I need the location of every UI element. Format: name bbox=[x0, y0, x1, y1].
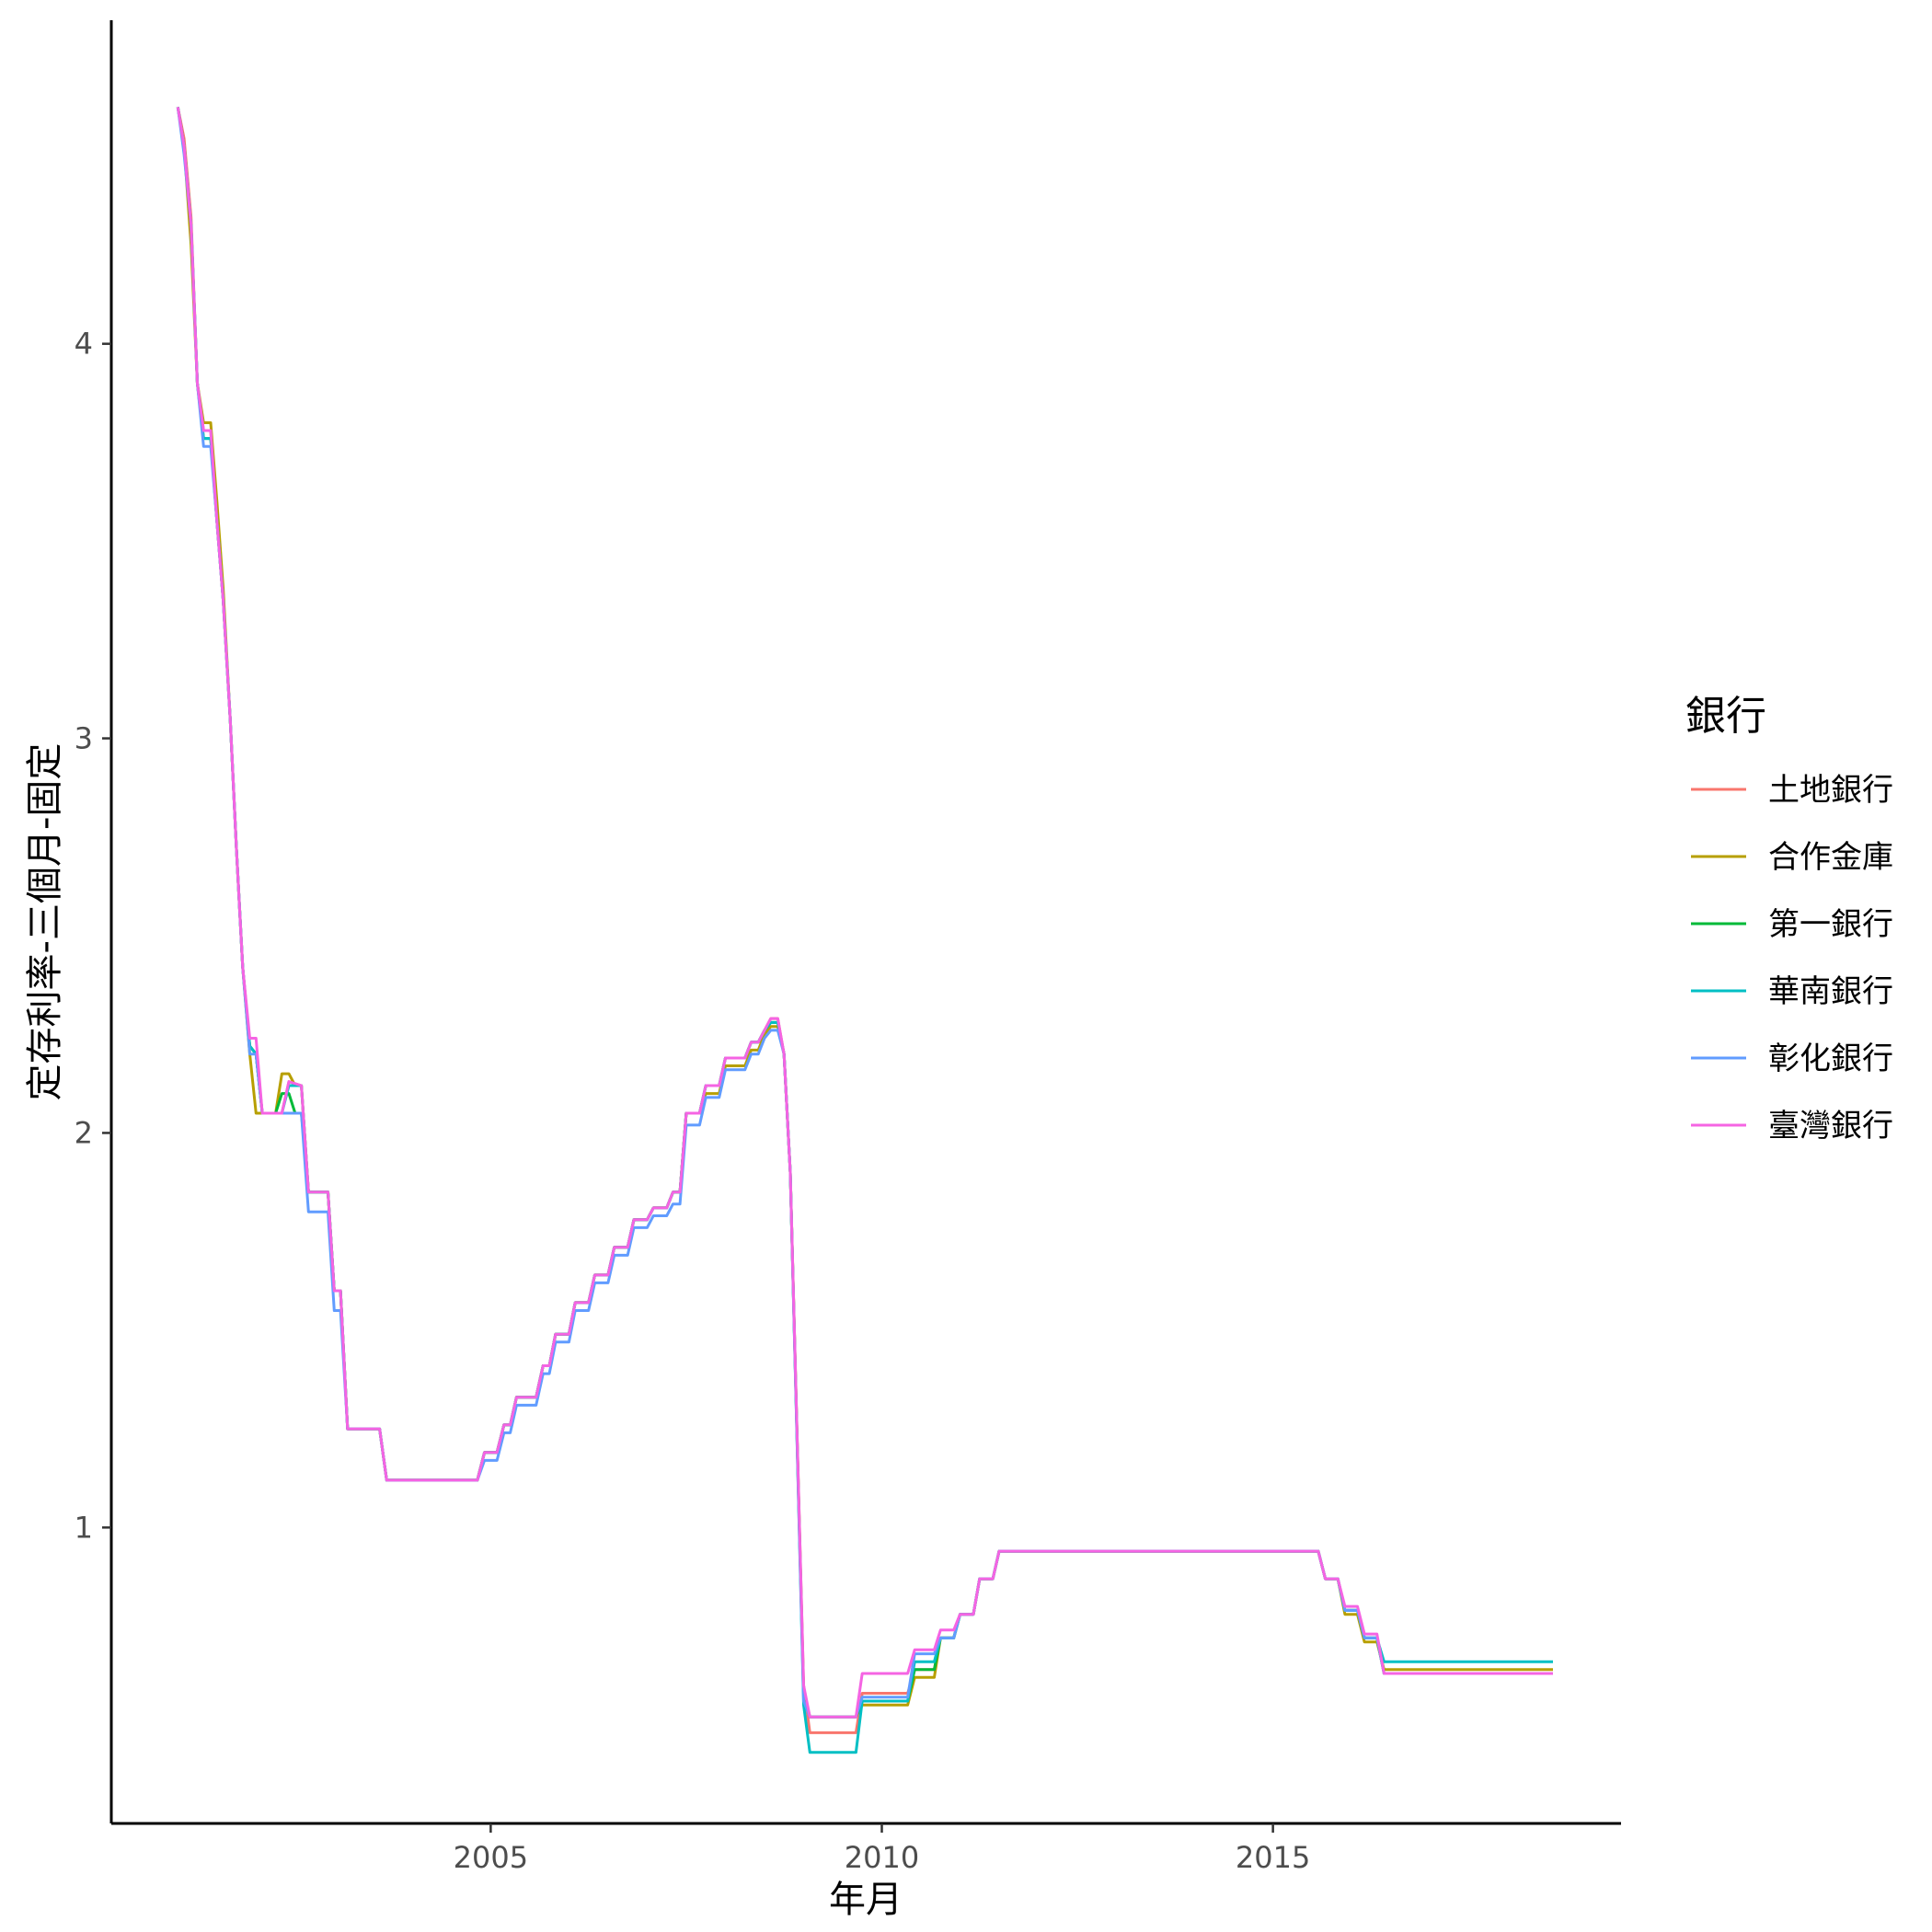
legend-label-4: 華南銀行 bbox=[1768, 973, 1893, 1010]
y-axis-title: 定存利率-三個月-固定 bbox=[24, 743, 66, 1101]
legend-label-6: 臺灣銀行 bbox=[1768, 1108, 1893, 1144]
legend-label-2: 合作金庫 bbox=[1768, 839, 1893, 876]
legend-label-5: 彰化銀行 bbox=[1768, 1041, 1893, 1077]
y-tick-label: 4 bbox=[75, 327, 93, 362]
series-line-5 bbox=[176, 107, 1553, 1719]
x-tick-label: 2005 bbox=[454, 1840, 528, 1875]
y-tick-label: 3 bbox=[75, 721, 93, 756]
series-line-6 bbox=[176, 107, 1553, 1719]
x-tick-label: 2010 bbox=[845, 1840, 919, 1875]
series-line-4 bbox=[176, 107, 1553, 1754]
plot-lines bbox=[176, 107, 1553, 1754]
series-line-3 bbox=[176, 107, 1553, 1719]
series-line-2 bbox=[176, 107, 1553, 1719]
y-tick-label: 1 bbox=[75, 1510, 93, 1545]
y-tick-label: 2 bbox=[75, 1115, 93, 1150]
y-axis-ticks: 1 2 3 4 bbox=[75, 327, 111, 1545]
legend-title: 銀行 bbox=[1685, 693, 1766, 740]
legend-label-3: 第一銀行 bbox=[1768, 906, 1893, 943]
x-axis-title: 年月 bbox=[829, 1879, 903, 1921]
x-axis-ticks: 2005 2010 2015 bbox=[454, 1823, 1310, 1875]
series-line-1 bbox=[176, 107, 1553, 1734]
x-tick-label: 2015 bbox=[1236, 1840, 1310, 1875]
legend-label-1: 土地銀行 bbox=[1768, 772, 1893, 809]
